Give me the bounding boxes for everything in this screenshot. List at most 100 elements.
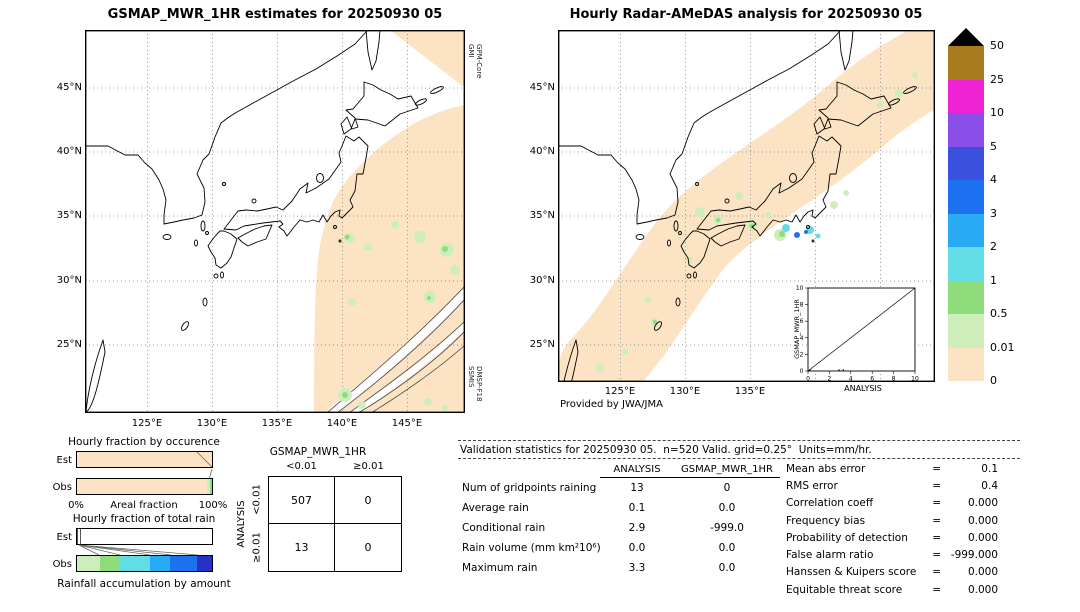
- stats-row-label: Average rain: [462, 502, 529, 514]
- colorbar-segment: [948, 280, 984, 314]
- bar-segment: [77, 479, 208, 494]
- stats-col-header-analysis: ANALYSIS: [613, 464, 661, 475]
- sensor-top-line1: GPM-Core: [475, 44, 483, 79]
- gsmap-swath: [314, 30, 465, 413]
- stats-metric-label: Mean abs error: [786, 462, 866, 475]
- colorbar-segment: [948, 213, 984, 247]
- stats-header-underline: [600, 477, 780, 478]
- left-lon-label: 135°E: [261, 418, 293, 429]
- inset-points: [809, 369, 844, 371]
- colorbar-label: 0.01: [990, 340, 1015, 354]
- bar-connectors: [78, 451, 213, 556]
- inset-ticks: 00 2 2 4 4 6 6 8 8 10 10: [796, 285, 919, 382]
- stats-divider-mid: [458, 458, 1020, 459]
- total-rain-obs-label: Obs: [52, 559, 72, 570]
- stats-row-analysis: 2.9: [628, 522, 646, 534]
- stats-row-gsmap: 0.0: [718, 542, 736, 554]
- bar-segment: [80, 529, 212, 544]
- map-credit: Provided by JWA/JMA: [560, 399, 663, 410]
- right-lat-label: 45°N: [529, 82, 555, 93]
- contingency-title: GSMAP_MWR_1HR: [269, 446, 367, 458]
- colorbar-label: 2: [990, 240, 997, 253]
- colorbar-label: 4: [990, 173, 997, 186]
- total-rain-est-label: Est: [56, 532, 72, 543]
- stats-row-label: Rain volume (mm km²10⁶): [462, 542, 601, 554]
- svg-text:2: 2: [827, 376, 831, 383]
- radar-rain-spots: [596, 72, 918, 372]
- stats-row-gsmap: 0.0: [718, 562, 736, 574]
- bar-segment: [120, 556, 150, 571]
- stats-metric-label: Equitable threat score: [786, 583, 903, 596]
- areal-axis-label: Areal fraction: [110, 500, 178, 511]
- right-map-title: Hourly Radar-AMeDAS analysis for 2025093…: [569, 7, 923, 22]
- stats-row-gsmap: -999.0: [710, 522, 744, 534]
- stats-metric-label: Hanssen & Kuipers score: [786, 566, 917, 579]
- right-map-frame: [558, 30, 935, 382]
- stats-metric-value: -999.000: [950, 549, 998, 562]
- contingency-col-header-ge: ≥0.01: [353, 461, 384, 472]
- contingency-col-header-lt: <0.01: [286, 461, 317, 472]
- occurrence-obs-label: Obs: [52, 482, 72, 493]
- colorbar-label: 1: [990, 273, 997, 287]
- bar-segment: [77, 556, 100, 571]
- stats-metric-value: 0.000: [967, 497, 998, 510]
- stats-metric-value: 0.000: [967, 514, 998, 527]
- left-lat-label: 45°N: [56, 82, 82, 93]
- left-lon-label: 145°E: [391, 418, 423, 429]
- stats-metric-label: Correlation coeff: [786, 497, 874, 510]
- stats-metric-row: Probability of detection = 0.000: [786, 529, 998, 546]
- stats-metric-row: Hanssen & Kuipers score = 0.000: [786, 564, 998, 581]
- sensor-top-line2: GMI: [467, 44, 475, 58]
- stats-metric-label: Probability of detection: [786, 531, 908, 544]
- svg-text:10: 10: [796, 285, 804, 292]
- bar-segment: [170, 556, 198, 571]
- svg-text:2: 2: [800, 351, 804, 358]
- occurrence-obs-bar: [76, 478, 213, 495]
- bar-segment: [99, 556, 121, 571]
- inset-diagonal: [807, 287, 916, 372]
- svg-text:0: 0: [806, 376, 810, 383]
- stats-row-gsmap: 0.0: [718, 502, 736, 514]
- total-rain-est-bar: [76, 528, 213, 545]
- stats-rows: Num of gridpoints raining 13 0 Average rain…: [460, 482, 790, 582]
- inset-ylabel: GSMAP_MWR_1HR: [793, 299, 801, 359]
- colorbar-segment: [948, 113, 984, 147]
- stats-divider-top: [458, 440, 1020, 441]
- colorbar-segment: [948, 79, 984, 113]
- left-lon-label: 125°E: [131, 418, 163, 429]
- stats-row: Average rain 0.1 0.0: [460, 502, 790, 522]
- colorbar-segments: [948, 46, 984, 381]
- stats-row: Rain volume (mm km²10⁶) 0.0 0.0: [460, 542, 790, 562]
- stats-metric-value: 0.000: [967, 531, 998, 544]
- bar-segment: [197, 556, 212, 571]
- colorbar-label: 0.5: [990, 307, 1008, 320]
- stats-row-label: Conditional rain: [462, 522, 546, 534]
- colorbar-segment: [948, 46, 984, 80]
- colorbar-segment: [948, 146, 984, 180]
- stats-row: Maximum rain 3.3 0.0: [460, 562, 790, 582]
- total-rain-caption: Rainfall accumulation by amount: [57, 578, 231, 590]
- right-lon-label: 135°E: [734, 386, 766, 397]
- right-lon-label: 130°E: [669, 386, 701, 397]
- colorbar-overflow-triangle: [948, 28, 984, 46]
- colorbar-segment: [948, 247, 984, 281]
- equals-sign: =: [932, 531, 941, 544]
- colorbar-label: 5: [990, 139, 997, 153]
- stats-row-label: Num of gridpoints raining: [462, 482, 597, 494]
- bar-segment: [80, 529, 81, 544]
- colorbar-label: 10: [990, 106, 1004, 119]
- stats-metric-row: Mean abs error = 0.1: [786, 460, 998, 477]
- stats-metric-label: False alarm ratio: [786, 549, 874, 562]
- gsmap-rain-spots: [338, 221, 460, 411]
- stats-metric-row: Frequency bias = 0.000: [786, 512, 998, 529]
- contingency-side-label: ANALYSIS: [236, 500, 247, 548]
- stats-row-analysis: 0.1: [628, 502, 646, 514]
- bar-segment: [149, 556, 171, 571]
- svg-text:4: 4: [849, 376, 853, 383]
- stats-metric-row: RMS error = 0.4: [786, 477, 998, 494]
- total-rain-obs-bar: [76, 555, 213, 572]
- stats-metric-row: Correlation coeff = 0.000: [786, 495, 998, 512]
- stats-row: Conditional rain 2.9 -999.0: [460, 522, 790, 542]
- equals-sign: =: [932, 497, 941, 510]
